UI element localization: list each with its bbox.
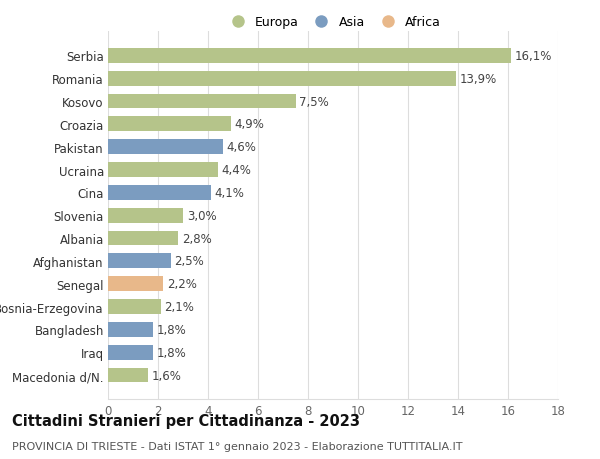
Text: 16,1%: 16,1% (514, 50, 551, 63)
Bar (108, 345, 153, 360)
Text: PROVINCIA DI TRIESTE - Dati ISTAT 1° gennaio 2023 - Elaborazione TUTTITALIA.IT: PROVINCIA DI TRIESTE - Dati ISTAT 1° gen… (12, 441, 463, 451)
Text: 4,4%: 4,4% (222, 164, 251, 177)
Bar (108, 208, 183, 223)
Bar (108, 140, 223, 155)
Text: 4,6%: 4,6% (227, 141, 257, 154)
Text: 2,5%: 2,5% (174, 255, 204, 268)
Bar (108, 72, 455, 86)
Text: 4,1%: 4,1% (214, 186, 244, 199)
Text: 13,9%: 13,9% (459, 73, 497, 85)
Bar (108, 117, 230, 132)
Bar (108, 163, 218, 178)
Text: 4,9%: 4,9% (234, 118, 264, 131)
Bar (108, 322, 153, 337)
Text: 2,8%: 2,8% (182, 232, 212, 245)
Bar (108, 254, 170, 269)
Legend: Europa, Asia, Africa: Europa, Asia, Africa (221, 13, 445, 33)
Bar (108, 49, 511, 64)
Text: 2,1%: 2,1% (164, 300, 194, 313)
Bar (108, 368, 148, 383)
Text: Cittadini Stranieri per Cittadinanza - 2023: Cittadini Stranieri per Cittadinanza - 2… (12, 413, 360, 428)
Text: 1,8%: 1,8% (157, 346, 187, 359)
Bar (108, 185, 211, 200)
Bar (108, 231, 178, 246)
Text: 1,6%: 1,6% (152, 369, 182, 382)
Text: 1,8%: 1,8% (157, 323, 187, 336)
Bar (108, 95, 296, 109)
Text: 2,2%: 2,2% (167, 278, 197, 291)
Bar (108, 299, 161, 314)
Bar (108, 277, 163, 291)
Text: 7,5%: 7,5% (299, 95, 329, 108)
Text: 3,0%: 3,0% (187, 209, 217, 222)
